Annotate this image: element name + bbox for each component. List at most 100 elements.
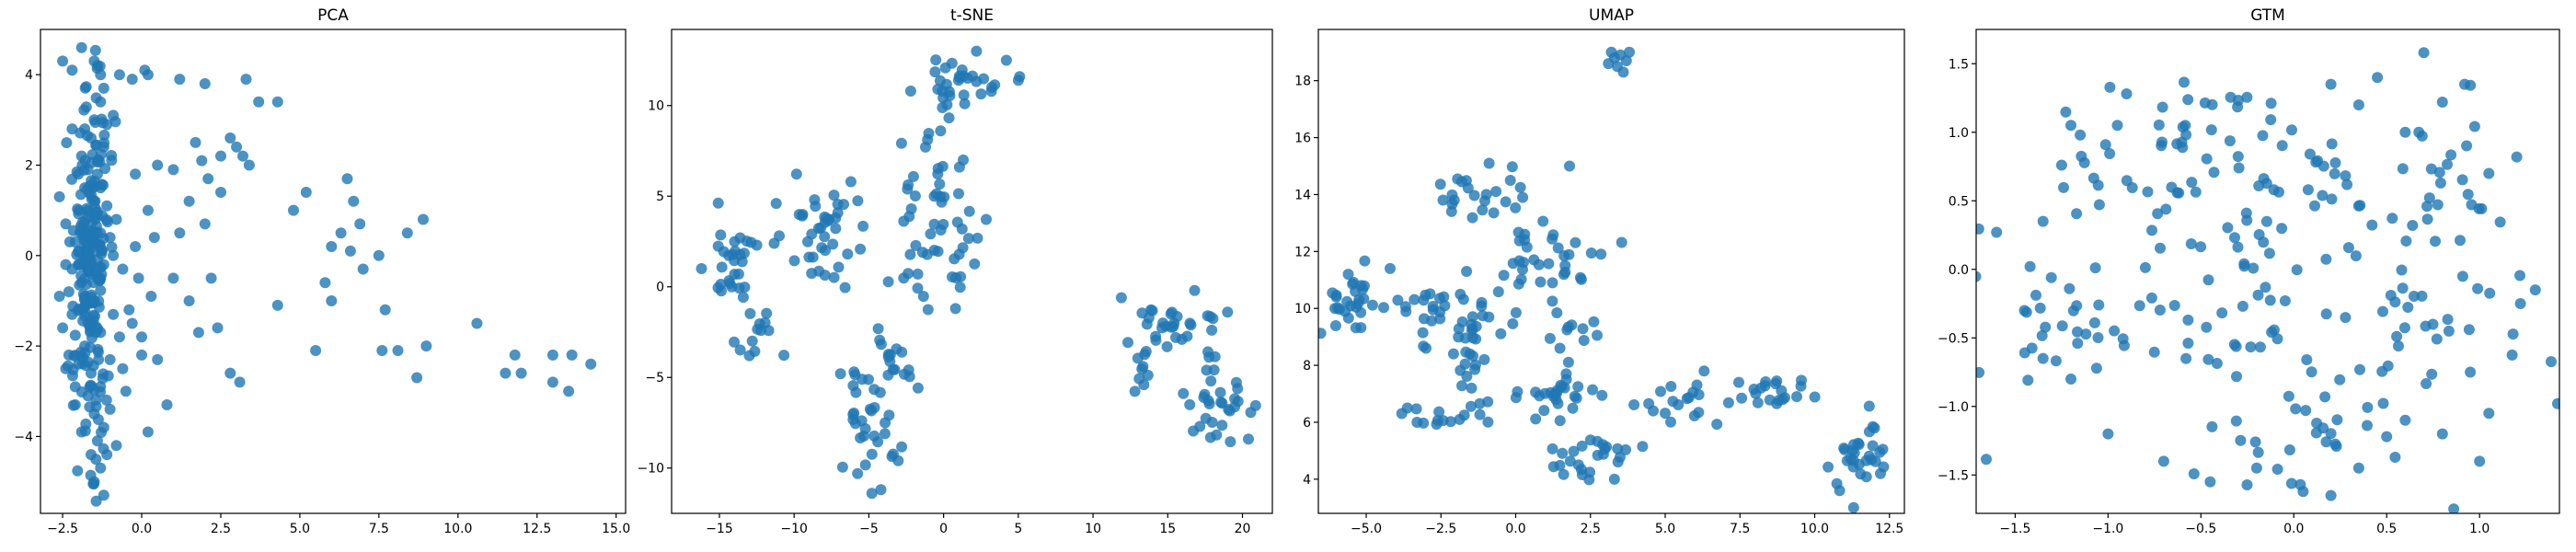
y-tick-label: 14 — [1294, 188, 1311, 202]
data-point — [949, 253, 960, 265]
data-point — [2425, 163, 2437, 175]
data-point — [2325, 78, 2337, 90]
data-point — [958, 154, 969, 166]
data-point — [2352, 462, 2364, 474]
data-point — [85, 379, 97, 391]
data-point — [932, 84, 944, 95]
data-point — [2205, 124, 2217, 136]
data-point — [215, 187, 226, 198]
data-point — [712, 197, 724, 209]
data-point — [905, 203, 917, 214]
data-point — [90, 454, 102, 466]
data-point — [75, 386, 87, 397]
data-point — [79, 306, 91, 318]
data-point — [1554, 342, 1566, 354]
data-point — [2254, 341, 2266, 353]
data-point — [2389, 452, 2401, 463]
data-point — [819, 231, 831, 243]
y-tick-label: 0 — [656, 281, 664, 295]
data-point — [761, 307, 773, 319]
data-point — [2399, 126, 2411, 138]
data-point — [1476, 300, 1488, 312]
data-point — [1178, 387, 1190, 399]
data-point — [712, 240, 724, 252]
data-point — [1572, 381, 1584, 393]
data-point — [1795, 380, 1807, 392]
data-point — [253, 96, 265, 108]
data-point — [95, 386, 106, 397]
data-point — [113, 331, 125, 343]
data-point — [896, 441, 908, 453]
data-point — [2111, 120, 2123, 132]
data-point — [108, 249, 120, 261]
x-tick-label: 10 — [1085, 522, 1101, 536]
data-point — [1510, 392, 1522, 404]
data-point — [1665, 381, 1677, 392]
data-point — [1396, 408, 1408, 420]
data-point — [2249, 436, 2261, 448]
data-point — [2456, 270, 2468, 282]
data-point — [2442, 158, 2453, 170]
data-point — [237, 150, 248, 162]
data-point — [1760, 376, 1772, 387]
data-point — [1574, 271, 1586, 283]
data-point — [231, 141, 243, 153]
y-tick-label: 18 — [1294, 75, 1311, 89]
data-point — [1512, 226, 1524, 238]
data-point — [2040, 321, 2052, 333]
data-point — [2317, 190, 2329, 201]
data-point — [832, 207, 844, 219]
data-point — [2232, 95, 2244, 106]
y-tick-label: −1.0 — [1938, 400, 1969, 415]
data-point — [1539, 387, 1551, 399]
data-point — [148, 232, 160, 244]
data-point — [1698, 365, 1710, 377]
gtm-panel: GTM −1.5 −1.0 −0.5 0.0 0.5 1.0 −1.5 −1.0 −0.5 0.0 0… — [1938, 6, 2560, 536]
data-point — [1330, 289, 1342, 301]
umap-title: UMAP — [1589, 6, 1634, 25]
data-point — [1771, 375, 1783, 387]
data-point — [354, 218, 366, 230]
data-point — [202, 173, 214, 185]
data-point — [2030, 289, 2041, 301]
data-point — [930, 54, 942, 66]
data-point — [1204, 431, 1216, 443]
data-point — [2393, 340, 2404, 352]
data-point — [937, 92, 949, 104]
data-point — [1823, 461, 1834, 473]
data-point — [167, 164, 179, 176]
data-point — [848, 408, 860, 419]
data-point — [1222, 306, 1234, 318]
data-point — [1514, 181, 1526, 193]
data-point — [401, 227, 413, 239]
data-point — [1510, 306, 1522, 318]
data-point — [1437, 415, 1449, 427]
data-point — [2434, 177, 2446, 189]
data-point — [411, 372, 423, 384]
data-point — [1418, 417, 1430, 429]
data-point — [834, 368, 846, 380]
data-point — [1597, 448, 1609, 460]
data-point — [749, 345, 761, 357]
data-point — [2089, 262, 2101, 274]
data-point — [2133, 300, 2145, 312]
data-point — [1628, 399, 1640, 410]
data-point — [2407, 220, 2419, 231]
data-point — [1512, 278, 1524, 290]
data-point — [2045, 271, 2057, 283]
data-point — [2366, 219, 2378, 231]
data-point — [2224, 135, 2236, 147]
data-point — [2472, 282, 2484, 294]
data-point — [69, 329, 81, 341]
data-point — [1867, 420, 1879, 432]
data-point — [78, 232, 90, 244]
data-point — [63, 286, 75, 298]
data-point — [1456, 380, 1467, 392]
data-point — [2396, 264, 2408, 276]
data-point — [319, 277, 331, 289]
data-point — [883, 409, 895, 421]
data-point — [978, 73, 990, 85]
data-point — [1243, 433, 1254, 445]
data-point — [344, 245, 356, 257]
data-point — [2329, 167, 2340, 179]
